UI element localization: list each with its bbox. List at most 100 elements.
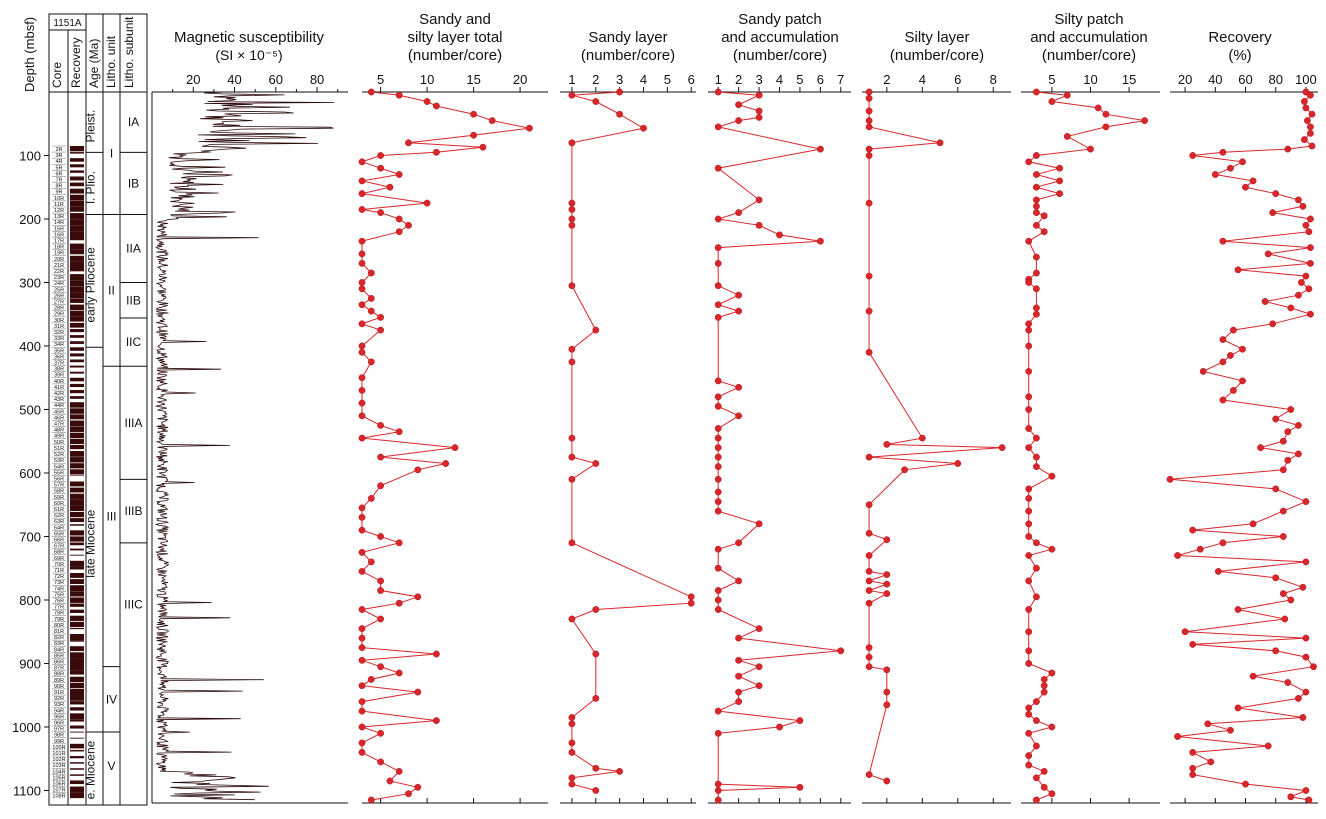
p6-point [1227,352,1234,359]
depth-tick-label: 800 [19,593,41,608]
subunit-label: IIB [126,293,141,307]
p6-point [1281,615,1289,623]
core-id: 41R [54,385,64,391]
p4-point [901,466,908,474]
p5-point [1025,444,1033,451]
p3-tick-label: 1 [715,72,722,87]
core-id: 48R [54,428,64,434]
recovery-bar [70,688,84,696]
p1-point [358,698,366,705]
p1-point [367,676,375,683]
core-id: 102R [52,757,65,763]
core-id: 63R [54,519,64,525]
depth-tick-label: 500 [19,402,41,417]
recovery-bar [70,444,84,450]
core-id: 80R [54,623,64,629]
core-id: 94R [54,708,64,714]
recovery-bar [70,304,84,311]
p5-point [1025,406,1033,413]
panel-sandy-silty-total: Sandy and silty layer total (number/core… [358,11,548,804]
recovery-bar [70,542,84,546]
recovery-bar [70,682,84,689]
p4-point [865,307,873,315]
p3-point [735,412,742,420]
p5-point [1040,682,1048,690]
p1-title-line2: silty layer total [407,29,502,46]
recovery-bar [70,695,84,701]
p5-point [1102,110,1110,118]
recovery-bar [70,469,84,475]
p2-point [568,91,576,99]
recovery-bar [70,188,84,194]
p3-point [735,688,742,696]
depth-tick-label: 200 [19,212,41,227]
ms-tick-label: 20 [186,72,200,87]
strat-column-group: Depth (mbsf) 1151A Core Recovery Age (Ma… [12,13,148,806]
core-id: 43R [54,397,64,403]
p5-point [1033,310,1040,318]
core-id: 108R [52,794,65,800]
core-id: 51R [54,446,64,452]
recovery-bar [70,670,84,675]
p6-point [1242,183,1249,191]
p2-point [687,599,695,607]
p3-point [776,723,783,731]
p6-point [1189,641,1197,648]
p5-point [1056,177,1064,185]
p5-point [1033,463,1040,470]
recovery-bar [70,280,84,287]
p4-series-line [867,92,1003,782]
p3-point [735,291,742,299]
p1-point [479,143,487,151]
p6-point [1299,202,1307,210]
core-id: 79R [54,617,64,623]
p2-tick-label: 2 [592,72,599,87]
p3-point [714,498,722,505]
p1-point [358,434,366,442]
p3-point [755,520,763,528]
p4-point [865,587,873,594]
p6-point [1298,279,1305,286]
recovery-bar [70,792,84,799]
recovery-bar [70,206,84,212]
p1-point [358,190,366,198]
recovery-bar [70,457,84,463]
p5-tick-label: 5 [1048,72,1055,87]
p2-point [616,768,623,775]
p3-point [735,634,742,642]
recovery-bar [70,316,84,322]
subunit-label: IB [128,176,139,190]
recovery-bar [70,152,84,154]
p3-point [817,237,824,245]
p6-point [1234,704,1242,712]
p1-point [432,717,440,724]
p5-point [1025,710,1033,718]
p5-point [1025,494,1033,502]
p4-point [865,577,873,585]
p1-point [358,285,366,293]
recovery-bar [70,383,84,388]
recovery-bar [70,463,84,469]
p2-tick-label: 6 [688,72,695,87]
p6-point [1230,386,1237,394]
p5-point [1025,761,1033,769]
p5-point [1048,723,1056,731]
p5-point [1025,367,1033,375]
p2-point [568,453,576,461]
p6-point [1299,583,1307,591]
ms-trace [154,91,335,801]
p2-point [616,88,623,96]
recovery-bar [70,536,84,542]
p4-point [865,552,873,559]
recovery-bar [70,725,84,729]
recovery-bar [70,548,84,551]
p6-title-line1: Recovery [1208,29,1272,46]
p1-point [405,790,412,798]
age-label: Pleist. [84,110,98,143]
p1-point [395,228,403,236]
p1-point [414,688,422,696]
p3-point [714,244,722,252]
depth-tick-label: 700 [19,529,41,544]
recovery-bar [70,634,84,641]
p6-title-line2: (%) [1228,47,1251,64]
